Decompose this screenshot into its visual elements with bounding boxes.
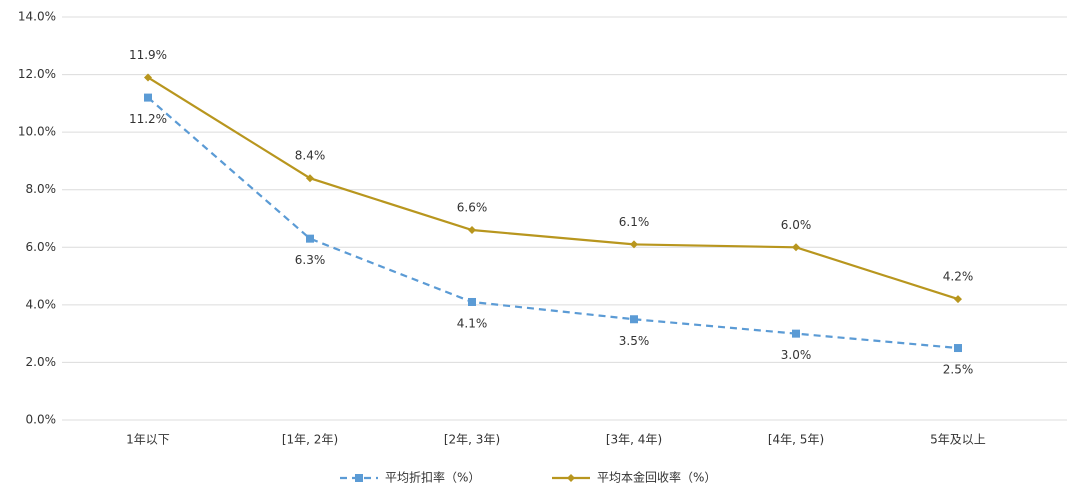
data-label: 3.5% bbox=[619, 334, 650, 348]
y-tick-label: 12.0% bbox=[18, 67, 56, 81]
data-label: 8.4% bbox=[295, 149, 326, 163]
x-tick-label: [2年, 3年) bbox=[444, 433, 500, 447]
y-tick-label: 4.0% bbox=[26, 297, 57, 311]
legend-label: 平均本金回收率（%） bbox=[597, 470, 716, 485]
marker bbox=[954, 344, 962, 353]
marker bbox=[468, 297, 476, 306]
marker bbox=[144, 93, 152, 102]
legend-marker bbox=[567, 474, 575, 482]
marker bbox=[792, 329, 800, 338]
marker bbox=[468, 226, 476, 235]
data-label: 6.3% bbox=[295, 253, 326, 267]
marker bbox=[144, 73, 152, 82]
y-tick-label: 6.0% bbox=[26, 240, 57, 254]
data-label: 4.1% bbox=[457, 316, 488, 330]
data-label: 11.9% bbox=[129, 48, 167, 62]
marker bbox=[630, 240, 638, 249]
legend-marker bbox=[355, 474, 363, 482]
marker bbox=[630, 315, 638, 324]
data-label: 3.0% bbox=[781, 348, 812, 362]
series-line bbox=[147, 96, 959, 350]
data-label: 6.1% bbox=[619, 215, 650, 229]
marker bbox=[306, 234, 314, 243]
data-label: 11.2% bbox=[129, 112, 167, 126]
y-tick-label: 14.0% bbox=[18, 10, 56, 24]
x-tick-label: 1年以下 bbox=[126, 433, 170, 447]
y-tick-label: 10.0% bbox=[18, 125, 56, 139]
y-tick-label: 0.0% bbox=[26, 413, 57, 427]
x-tick-label: [4年, 5年) bbox=[768, 433, 824, 447]
x-tick-label: 5年及以上 bbox=[930, 433, 986, 447]
legend-label: 平均折扣率（%） bbox=[385, 470, 480, 485]
marker bbox=[792, 243, 800, 252]
x-tick-label: [1年, 2年) bbox=[282, 433, 338, 447]
data-label: 6.6% bbox=[457, 201, 488, 215]
series-line bbox=[147, 76, 959, 301]
y-tick-label: 2.0% bbox=[26, 355, 57, 369]
data-label: 2.5% bbox=[943, 363, 974, 377]
y-tick-label: 8.0% bbox=[26, 182, 57, 196]
marker bbox=[954, 295, 962, 304]
marker bbox=[306, 174, 314, 183]
data-label: 6.0% bbox=[781, 218, 812, 232]
data-label: 4.2% bbox=[943, 270, 974, 284]
x-tick-label: [3年, 4年) bbox=[606, 433, 662, 447]
